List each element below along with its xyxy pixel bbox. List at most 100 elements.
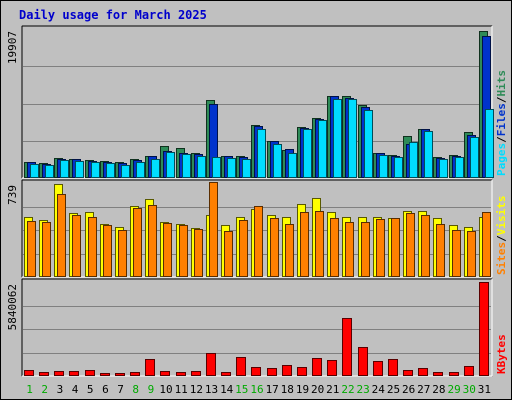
bar-kbytes-day-7 xyxy=(115,373,125,376)
bar-kbytes-day-3 xyxy=(54,371,64,376)
bar-pages-day-12 xyxy=(197,156,206,178)
legend-separator: / xyxy=(495,136,508,143)
x-tick-label-day-18: 18 xyxy=(281,383,294,396)
bar-sites-day-11 xyxy=(179,225,188,277)
x-tick-label-day-11: 11 xyxy=(175,383,188,396)
x-tick-label-day-27: 27 xyxy=(417,383,430,396)
bar-pages-day-23 xyxy=(364,110,373,178)
legend-separator: / xyxy=(495,235,508,242)
x-tick-label-day-19: 19 xyxy=(296,383,309,396)
panels: 19907Pages/Files/Hits739Sites/Visits5840… xyxy=(6,25,508,396)
bar-pages-day-13 xyxy=(212,157,221,178)
bar-pages-day-10 xyxy=(166,152,175,178)
bar-kbytes-day-5 xyxy=(85,370,95,376)
x-tick-label-day-26: 26 xyxy=(402,383,415,396)
x-tick-label-day-24: 24 xyxy=(372,383,386,396)
bar-pages-day-17 xyxy=(273,144,282,178)
legend-visits: Visits xyxy=(495,196,508,236)
bar-kbytes-day-10 xyxy=(160,371,170,376)
x-tick-label-day-23: 23 xyxy=(356,383,369,396)
bar-sites-day-28 xyxy=(436,224,445,277)
bar-sites-day-6 xyxy=(103,225,112,277)
bar-sites-day-16 xyxy=(254,206,263,277)
x-tick-label-day-12: 12 xyxy=(190,383,203,396)
x-tick-label-day-20: 20 xyxy=(311,383,324,396)
bar-kbytes-day-12 xyxy=(191,371,201,376)
bar-sites-day-15 xyxy=(239,220,248,277)
panel-kbytes-background xyxy=(21,278,493,377)
x-tick-label-day-29: 29 xyxy=(447,383,460,396)
bar-sites-day-5 xyxy=(88,217,97,277)
bar-pages-day-16 xyxy=(257,129,266,178)
bar-pages-day-3 xyxy=(60,160,69,178)
bar-pages-day-19 xyxy=(303,129,312,178)
bar-sites-day-1 xyxy=(27,221,36,277)
x-tick-label-day-1: 1 xyxy=(26,383,33,396)
x-tick-label-day-21: 21 xyxy=(326,383,339,396)
bar-kbytes-day-1 xyxy=(24,370,34,376)
x-tick-label-day-9: 9 xyxy=(148,383,155,396)
bar-kbytes-day-11 xyxy=(176,372,186,376)
x-tick-label-day-22: 22 xyxy=(341,383,354,396)
bar-sites-day-8 xyxy=(133,208,142,277)
bar-pages-day-26 xyxy=(409,142,418,178)
bar-sites-day-30 xyxy=(467,231,476,277)
bar-kbytes-day-25 xyxy=(388,359,398,376)
bar-sites-day-21 xyxy=(330,218,339,277)
bar-pages-day-18 xyxy=(288,153,297,178)
bar-pages-day-30 xyxy=(470,137,479,178)
legend-pages: Pages xyxy=(495,143,508,176)
bar-sites-day-31 xyxy=(482,212,491,277)
bar-kbytes-day-14 xyxy=(221,372,231,376)
bar-kbytes-day-4 xyxy=(69,371,79,376)
bar-kbytes-day-22 xyxy=(342,318,352,376)
bar-pages-day-24 xyxy=(379,155,388,178)
bar-pages-day-28 xyxy=(439,159,448,178)
bar-sites-day-3 xyxy=(57,194,66,277)
legend-files: Files xyxy=(495,103,508,136)
panel-visits-sites-legend: Sites/Visits xyxy=(495,196,508,276)
bar-kbytes-day-6 xyxy=(100,373,110,376)
bar-sites-day-29 xyxy=(452,230,461,277)
bar-kbytes-day-31 xyxy=(479,282,489,376)
bar-kbytes-day-20 xyxy=(312,358,322,376)
bar-sites-day-20 xyxy=(315,211,324,277)
bar-kbytes-day-21 xyxy=(327,360,337,376)
x-tick-label-day-31: 31 xyxy=(478,383,491,396)
bar-kbytes-day-9 xyxy=(145,359,155,376)
bar-sites-day-12 xyxy=(194,229,203,277)
bar-kbytes-day-15 xyxy=(236,357,246,376)
bar-sites-day-19 xyxy=(300,212,309,277)
legend-separator: / xyxy=(495,96,508,103)
bar-kbytes-day-23 xyxy=(358,347,368,376)
bar-pages-day-2 xyxy=(45,165,54,178)
bar-sites-day-25 xyxy=(391,218,400,277)
panel-kbytes-legend: KBytes xyxy=(495,334,508,374)
panel-visits-sites-ymax-label: 739 xyxy=(6,185,19,205)
x-tick-label-day-4: 4 xyxy=(72,383,79,396)
bar-pages-day-20 xyxy=(318,120,327,178)
x-tick-label-day-15: 15 xyxy=(235,383,248,396)
x-tick-label-day-7: 7 xyxy=(117,383,124,396)
legend-kbytes: KBytes xyxy=(495,334,508,374)
x-tick-label-day-2: 2 xyxy=(41,383,48,396)
bar-kbytes-day-8 xyxy=(130,372,140,376)
x-tick-label-day-5: 5 xyxy=(87,383,94,396)
bar-kbytes-day-18 xyxy=(282,365,292,376)
x-tick-label-day-8: 8 xyxy=(132,383,139,396)
bar-sites-day-24 xyxy=(376,219,385,277)
bar-sites-day-27 xyxy=(421,215,430,277)
bar-kbytes-day-17 xyxy=(267,368,277,376)
panel-hits-files-pages-ymax-label: 19907 xyxy=(6,31,19,64)
bar-sites-day-9 xyxy=(148,205,157,277)
chart-title: Daily usage for March 2025 xyxy=(19,8,207,22)
x-tick-label-day-16: 16 xyxy=(250,383,263,396)
x-tick-label-day-25: 25 xyxy=(387,383,400,396)
bar-kbytes-day-26 xyxy=(403,370,413,376)
bar-pages-day-22 xyxy=(348,99,357,178)
bar-sites-day-2 xyxy=(42,222,51,277)
bar-pages-day-6 xyxy=(106,163,115,178)
bar-sites-day-22 xyxy=(345,222,354,277)
bar-pages-day-21 xyxy=(333,99,342,178)
